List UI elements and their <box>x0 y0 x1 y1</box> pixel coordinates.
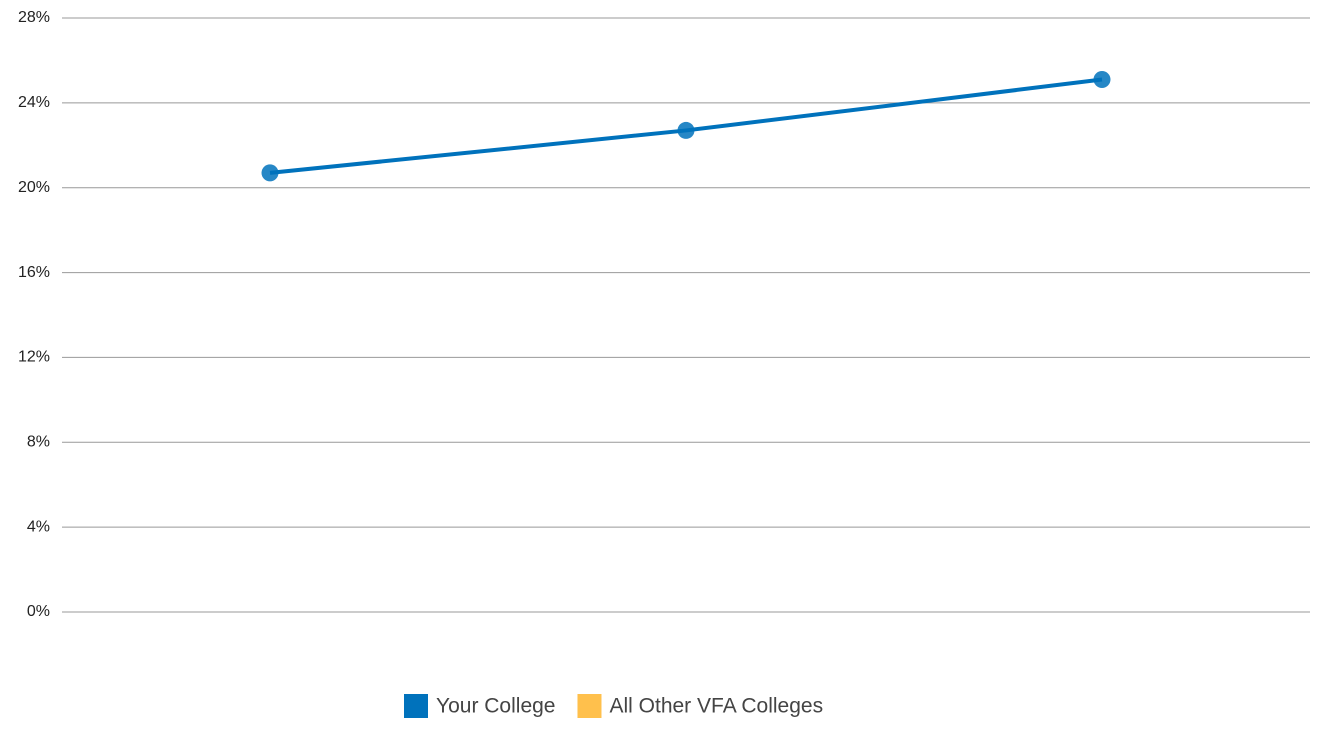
y-tick-label: 24% <box>18 94 50 111</box>
legend-label: All Other VFA Colleges <box>609 695 823 718</box>
y-tick-label: 16% <box>18 264 50 281</box>
point <box>1093 71 1111 89</box>
point <box>677 121 695 139</box>
y-tick-label: 20% <box>18 179 50 196</box>
y-tick-label: 12% <box>18 349 50 366</box>
legend-swatch <box>404 694 428 718</box>
y-tick-label: 4% <box>27 518 50 535</box>
y-tick-label: 28% <box>18 9 50 26</box>
legend-swatch <box>577 694 602 718</box>
legend-label: Your College <box>436 695 555 718</box>
point <box>261 164 279 182</box>
y-tick-label: 8% <box>27 434 50 451</box>
y-tick-label: 0% <box>27 603 50 620</box>
